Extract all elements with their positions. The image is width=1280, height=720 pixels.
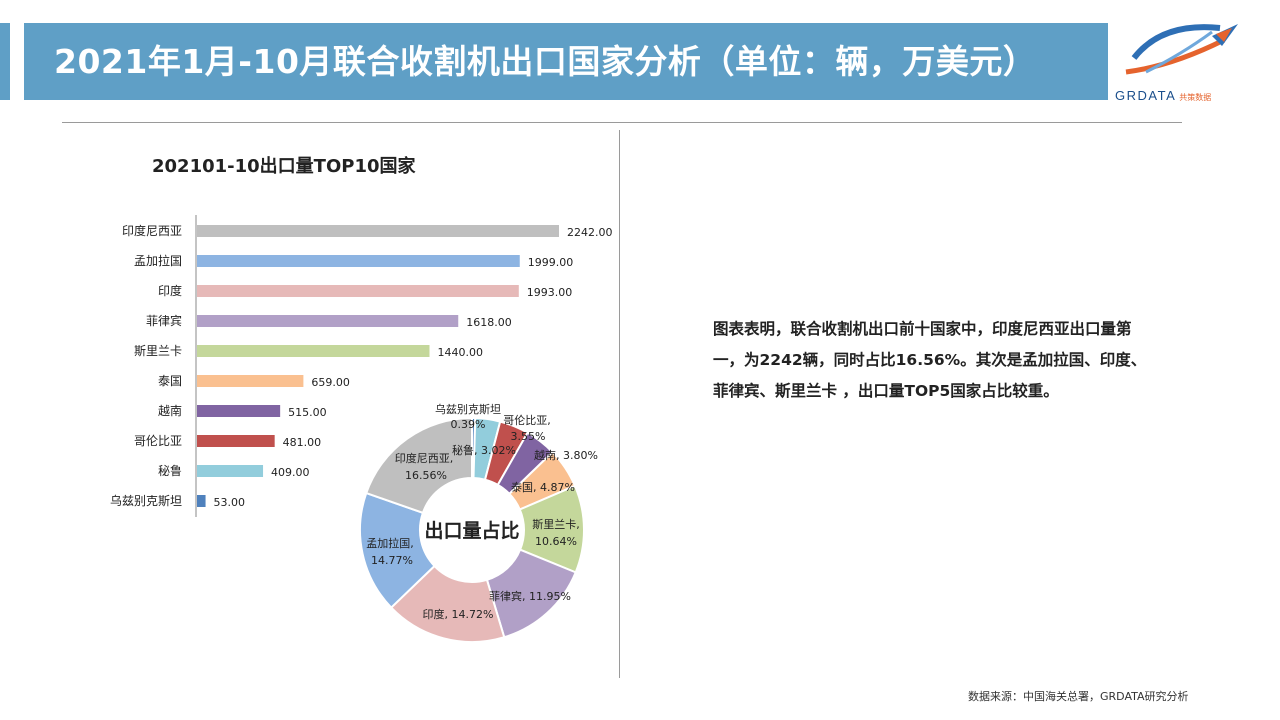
bar-value-label: 53.00 <box>214 496 246 509</box>
donut-center-label: 出口量占比 <box>424 519 519 542</box>
page-title: 2021年1月-10月联合收割机出口国家分析（单位：辆，万美元） <box>54 42 1037 81</box>
donut-slice-label: 3.55% <box>511 430 546 443</box>
bar-category-label: 菲律宾 <box>146 313 182 328</box>
bar-value-label: 1618.00 <box>466 316 512 329</box>
bar <box>197 405 281 417</box>
bar-category-label: 印度尼西亚 <box>122 223 182 238</box>
left-accent-bar <box>0 23 10 100</box>
bar <box>197 435 275 447</box>
donut-slice <box>364 416 473 515</box>
bar-category-label: 孟加拉国 <box>134 253 182 268</box>
donut-slice-label: 菲律宾, 11.95% <box>489 589 571 603</box>
bar <box>197 345 430 357</box>
bar-value-label: 1999.00 <box>528 256 574 269</box>
donut-slice-label: 16.56% <box>405 469 447 482</box>
bar <box>197 375 304 387</box>
donut-slice-name-label: 印度尼西亚, <box>395 451 454 465</box>
donut-slice-label: 10.64% <box>535 535 577 548</box>
title-bar: 2021年1月-10月联合收割机出口国家分析（单位：辆，万美元） <box>24 23 1108 100</box>
bar <box>197 495 206 507</box>
bar-chart: 印度尼西亚 2242.00 孟加拉国 1999.00 印度 1993.00 菲律宾 1618.… <box>110 215 613 517</box>
summary-text: 图表表明，联合收割机出口前十国家中，印度尼西亚出口量第一，为2242辆，同时占比… <box>713 320 1147 400</box>
source-note: 数据来源：中国海关总署，GRDATA研究分析 <box>968 690 1189 703</box>
logo-icon <box>1125 24 1238 75</box>
vertical-divider <box>619 130 620 678</box>
header-divider <box>62 122 1182 123</box>
donut-slice-label: 印度, 14.72% <box>423 607 494 621</box>
donut-slice-name-label: 乌兹别克斯坦 <box>435 402 501 416</box>
bar <box>197 465 264 477</box>
donut-slice-label: 泰国, 4.87% <box>511 480 575 494</box>
logo-wordmark: GRDATA 共策数据 <box>1115 88 1212 103</box>
bar-category-label: 印度 <box>158 283 182 298</box>
donut-slice-label: 0.39% <box>451 418 486 431</box>
donut-slice-name-label: 孟加拉国, <box>366 536 414 550</box>
bar-value-label: 1440.00 <box>438 346 484 359</box>
bar-value-label: 515.00 <box>288 406 327 419</box>
bar <box>197 255 520 267</box>
bar-value-label: 1993.00 <box>527 286 573 299</box>
bar <box>197 225 559 237</box>
bar-category-label: 乌兹别克斯坦 <box>110 493 182 508</box>
bar-value-label: 2242.00 <box>567 226 613 239</box>
bar <box>197 315 459 327</box>
grdata-logo: GRDATA 共策数据 <box>1112 14 1242 104</box>
donut-slice-label: 14.77% <box>371 554 413 567</box>
bar-category-label: 秘鲁 <box>158 464 182 478</box>
bar-value-label: 481.00 <box>283 436 322 449</box>
bar <box>197 285 519 297</box>
bar-category-label: 哥伦比亚 <box>134 433 182 448</box>
donut-slice-label: 秘鲁, 3.02% <box>452 443 516 457</box>
bar-category-label: 越南 <box>158 403 182 418</box>
donut-chart: 出口量占比 0.39% 秘鲁, 3.02%3.55% 越南, 3.80% 泰国, 4.8… <box>359 402 598 643</box>
bar-category-label: 泰国 <box>158 374 182 388</box>
donut-slice-name-label: 哥伦比亚, <box>503 413 551 427</box>
bar-value-label: 409.00 <box>271 466 310 479</box>
bar-value-label: 659.00 <box>311 376 350 389</box>
bar-chart-title: 202101-10出口量TOP10国家 <box>152 156 416 177</box>
bar-category-label: 斯里兰卡 <box>134 344 182 358</box>
donut-slice-name-label: 斯里兰卡, <box>532 518 580 531</box>
donut-slice-label: 越南, 3.80% <box>534 448 598 462</box>
